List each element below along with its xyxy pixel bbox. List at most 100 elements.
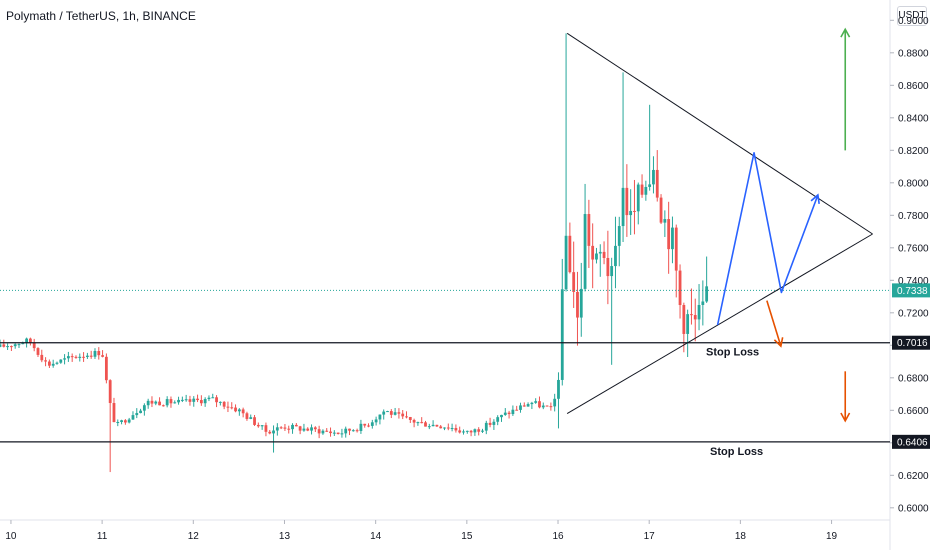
candle-body: [230, 407, 234, 409]
candle-body: [116, 421, 120, 423]
candle-body: [173, 402, 177, 404]
candle-body: [484, 422, 488, 431]
candle-body: [268, 431, 272, 434]
candle-body: [264, 425, 268, 432]
candle-body: [306, 428, 310, 431]
candle-body: [412, 419, 416, 423]
candle-body: [21, 343, 25, 345]
chart-title: Polymath / TetherUS, 1h, BINANCE: [6, 9, 196, 23]
candle-body: [36, 348, 40, 355]
candle-body: [564, 235, 568, 290]
candle-body: [462, 431, 465, 433]
candle-body: [697, 304, 701, 320]
candle-body: [287, 428, 291, 430]
candle-body: [473, 429, 477, 433]
candle-body: [321, 430, 325, 434]
candle-body: [154, 401, 158, 404]
x-tick-label: 19: [826, 531, 838, 542]
stop-loss-price-label: 0.7016: [897, 338, 928, 349]
candle-body: [443, 427, 446, 429]
candle-body: [13, 344, 17, 347]
candle-body: [446, 427, 450, 429]
x-tick-label: 18: [735, 531, 747, 542]
triangle-lower-line: [566, 233, 873, 414]
candle-body: [511, 409, 515, 415]
candle-body: [633, 210, 636, 212]
stop-loss-price-tag: [892, 434, 930, 449]
candle-body: [325, 430, 329, 432]
candle-body: [226, 406, 230, 408]
x-tick-label: 13: [279, 531, 291, 542]
x-tick-label: 14: [370, 531, 382, 542]
candle-body: [587, 214, 591, 246]
candle-body: [317, 429, 321, 434]
candle-body: [120, 420, 123, 422]
candle-body: [256, 424, 260, 427]
candle-body: [553, 398, 557, 407]
candle-body: [408, 417, 412, 420]
y-tick-label: 0.8600: [898, 81, 929, 92]
candle-body: [260, 425, 264, 427]
y-tick-label: 0.8400: [898, 113, 929, 124]
candle-body: [78, 356, 82, 358]
candle-body: [63, 358, 66, 360]
current-price-label: 0.7338: [897, 286, 928, 297]
candle-body: [636, 184, 640, 212]
candle-body: [74, 356, 78, 358]
candle-body: [682, 305, 686, 334]
candle-body: [177, 399, 180, 403]
candle-body: [439, 426, 443, 429]
candle-body: [572, 272, 576, 292]
candle-body: [519, 405, 522, 410]
candle-body: [89, 355, 93, 357]
y-tick-label: 0.8000: [898, 178, 929, 189]
y-tick-label: 0.6000: [898, 503, 929, 514]
candle-body: [674, 227, 678, 271]
triangle-upper-line: [566, 32, 873, 235]
projection-arrowhead: [810, 193, 820, 205]
candle-body: [424, 422, 427, 427]
candle-body: [249, 417, 253, 419]
candle-body: [188, 399, 192, 402]
candle-body: [329, 431, 332, 434]
candle-body: [454, 428, 458, 431]
currency-button[interactable]: USDT: [897, 6, 927, 26]
candle-body: [348, 428, 351, 431]
candle-body: [291, 424, 294, 430]
candle-body: [397, 412, 401, 414]
candle-body: [560, 289, 564, 380]
candle-body: [583, 214, 587, 289]
stop-loss-label: Stop Loss: [710, 446, 763, 458]
candle-body: [351, 430, 355, 432]
candle-body: [503, 412, 507, 415]
candle-body: [690, 314, 693, 316]
projection-path: [716, 151, 819, 326]
stop-loss-price-tag: [892, 335, 930, 350]
candle-body: [526, 404, 530, 407]
candle-body: [131, 415, 135, 420]
candle-body: [538, 401, 541, 408]
candle-body: [659, 197, 663, 223]
stop-arrowhead: [840, 412, 851, 423]
candle-body: [420, 422, 424, 424]
candle-body: [332, 432, 336, 434]
candle-body: [655, 169, 659, 198]
candle-body: [686, 314, 690, 334]
candle-body: [135, 413, 139, 416]
stop-loss-label: Stop Loss: [706, 347, 759, 359]
candle-body: [378, 414, 382, 420]
candle-body: [104, 356, 108, 381]
candle-body: [579, 288, 583, 318]
candle-body: [545, 405, 549, 407]
candle-body: [530, 402, 534, 405]
candle-body: [663, 219, 667, 223]
candle-body: [40, 354, 44, 361]
candle-body: [705, 286, 709, 302]
candle-body: [492, 421, 496, 425]
candle-body: [313, 427, 317, 430]
candle-body: [127, 419, 131, 423]
candle-body: [245, 413, 249, 419]
candle-body: [405, 416, 408, 418]
candle-body: [25, 338, 28, 344]
